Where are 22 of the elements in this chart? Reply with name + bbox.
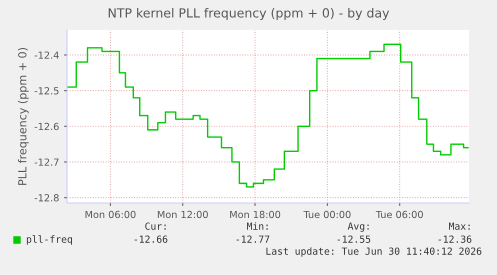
x-tick-label: Mon 18:00	[230, 210, 280, 218]
text: Min:	[246, 222, 268, 230]
text: -12.36	[438, 235, 472, 243]
x-tick-label: Tue 00:00	[303, 210, 351, 218]
text: -12.77	[236, 235, 270, 243]
x-tick-label: Mon 06:00	[86, 210, 136, 218]
chart-title: NTP kernel PLL frequency (ppm + 0) - by day	[108, 8, 390, 20]
text: -12.55	[338, 235, 370, 243]
text: Avg:	[348, 222, 369, 232]
y-axis-title: PLL frequency (ppm + 0)	[18, 48, 29, 185]
text: Max:	[448, 222, 470, 230]
y-tick-label: -12.5	[34, 87, 59, 94]
y-tick-label: -12.4	[34, 51, 59, 59]
text: Last update: Tue Jun 30 11:40:12 2026	[266, 247, 482, 257]
x-tick-label: Mon 12:00	[158, 210, 208, 218]
y-tick-label: -12.7	[34, 158, 59, 166]
legend-label: pll-freq	[26, 235, 72, 245]
y-tick-label: -12.6	[34, 122, 59, 130]
text: -12.66	[134, 235, 168, 243]
x-tick-label: Tue 06:00	[376, 210, 423, 218]
y-tick-label: -12.8	[34, 194, 59, 202]
text: Cur:	[145, 222, 166, 230]
